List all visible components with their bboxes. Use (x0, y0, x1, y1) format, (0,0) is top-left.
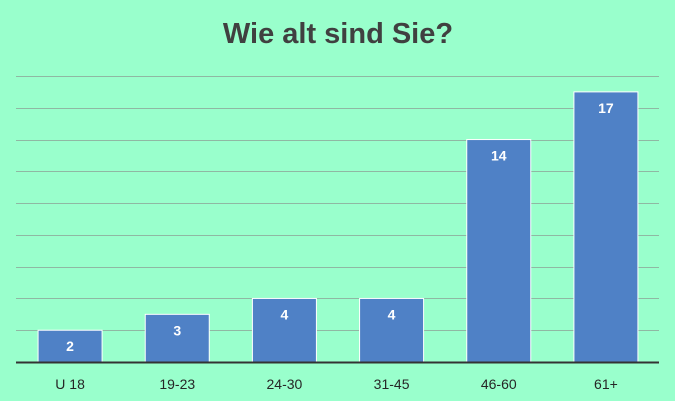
x-tick-labels: U 18 19-23 24-30 31-45 46-60 61+ (55, 376, 617, 392)
x-tick-label: 46-60 (481, 376, 517, 392)
bar-61plus (573, 91, 639, 363)
x-tick-label: 61+ (594, 376, 618, 392)
data-label: 17 (598, 100, 614, 116)
gridlines (16, 76, 659, 331)
x-tick-label: 24-30 (267, 376, 303, 392)
x-tick-label: 19-23 (159, 376, 195, 392)
data-label: 14 (491, 148, 507, 164)
data-labels: 2 3 4 4 14 17 (66, 100, 614, 354)
x-tick-label: U 18 (55, 376, 85, 392)
bar-46-60 (466, 139, 532, 363)
data-label: 4 (281, 306, 289, 322)
bar-U-18 (37, 329, 103, 363)
chart-title: Wie alt sind Sie? (223, 18, 453, 50)
data-label: 3 (173, 322, 181, 338)
data-label: 4 (388, 306, 396, 322)
bars (37, 91, 639, 363)
data-label: 2 (66, 338, 74, 354)
x-tick-label: 31-45 (374, 376, 410, 392)
